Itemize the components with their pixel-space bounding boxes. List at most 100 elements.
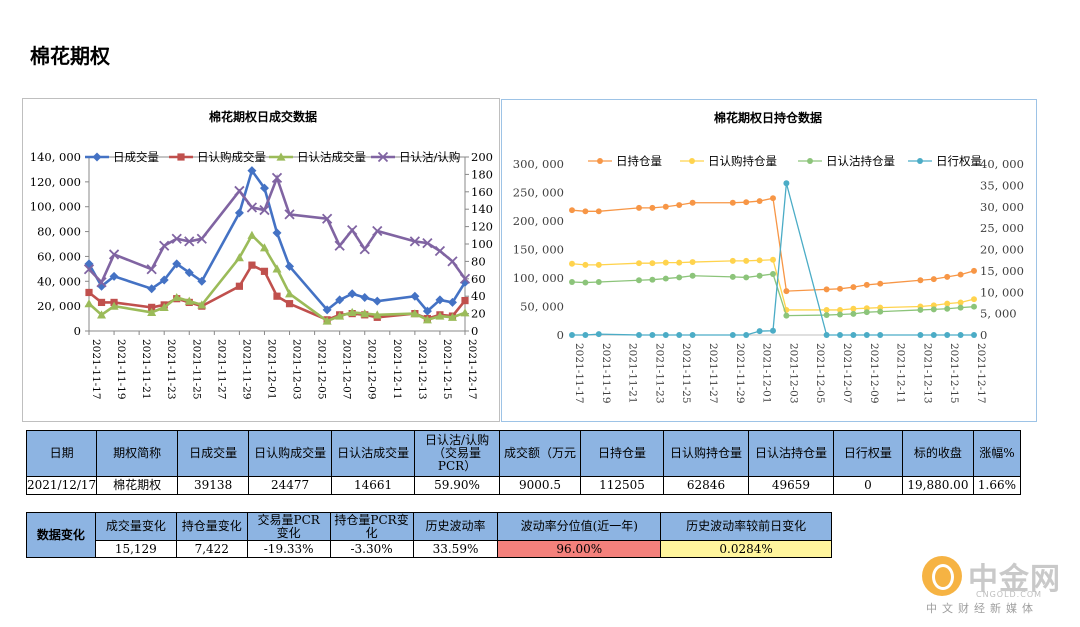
y-left-tick-label: 250, 000 xyxy=(513,186,564,200)
data-point-1 xyxy=(770,256,776,263)
data-point-2 xyxy=(729,273,736,280)
data-point-2 xyxy=(460,308,470,317)
data-point-2 xyxy=(783,312,790,319)
value-put-oi: 49659 xyxy=(747,476,834,495)
logo-brand: 中金网 xyxy=(968,562,1061,597)
logo-url: CNGOLD.COM xyxy=(976,590,1043,599)
data-point-3 xyxy=(770,327,776,334)
x-tick-label: 2021-11-17 xyxy=(573,343,585,404)
data-point-1 xyxy=(260,267,269,275)
y-right-tick-label: 0 xyxy=(471,324,478,338)
data-point-1 xyxy=(971,296,977,303)
page-title: 棉花期权 xyxy=(30,44,110,68)
value-volume-pcr: 59.90% xyxy=(414,476,501,495)
data-point-3 xyxy=(649,332,656,338)
y-right-tick-label: 60 xyxy=(471,272,486,286)
value-vol-percentile: 96.00% xyxy=(497,540,662,558)
data-point-1 xyxy=(756,257,763,264)
value-underlying-close: 19,880.00 xyxy=(901,476,974,495)
data-point-0 xyxy=(247,166,257,176)
x-tick-label: 2021-11-29 xyxy=(734,343,746,404)
data-point-0 xyxy=(877,280,884,287)
x-tick-label: 2021-12-17 xyxy=(466,339,478,400)
data-point-0 xyxy=(347,289,357,299)
data-point-3 xyxy=(96,277,107,288)
chart-title: 棉花期权日成交数据 xyxy=(209,109,317,124)
data-point-2 xyxy=(147,307,157,316)
data-point-1 xyxy=(235,282,243,290)
value-hv-change: 0.0284% xyxy=(660,540,832,558)
data-point-2 xyxy=(422,315,432,324)
data-point-2 xyxy=(877,308,884,315)
data-point-0 xyxy=(676,202,683,209)
x-tick-label: 2021-11-21 xyxy=(140,339,152,400)
plot-area-frame xyxy=(88,156,466,332)
y-right-tick-label: 40, 000 xyxy=(980,157,1024,171)
data-point-3 xyxy=(321,213,333,224)
data-point-0 xyxy=(159,275,169,285)
daily-volume-chart: 棉花期权日成交数据 0 20, 000 40, 000 60, 000 80, 000 10… xyxy=(22,98,500,422)
data-point-3 xyxy=(877,332,884,338)
x-tick-label: 2021-11-27 xyxy=(707,343,719,404)
data-point-2 xyxy=(435,311,445,320)
data-point-0 xyxy=(582,208,589,215)
y-left-tick-label: 80, 000 xyxy=(37,225,81,239)
data-point-0 xyxy=(109,271,119,281)
y-right-tick-label: 20, 000 xyxy=(980,243,1024,257)
data-point-0 xyxy=(636,204,642,211)
data-point-2 xyxy=(410,309,420,318)
data-point-1 xyxy=(97,298,106,307)
data-point-0 xyxy=(649,204,656,211)
y-left-tick-label: 0 xyxy=(557,328,564,342)
value-hist-vol: 33.59% xyxy=(412,540,499,558)
data-point-1 xyxy=(636,260,642,267)
data-point-2 xyxy=(930,306,937,313)
data-point-1 xyxy=(569,260,575,267)
value-turnover: 9000.5 xyxy=(499,476,582,495)
data-point-2 xyxy=(689,272,696,279)
data-point-3 xyxy=(347,224,358,236)
x-tick-label: 2021-11-25 xyxy=(190,339,202,400)
y-right-tick-label: 20 xyxy=(471,307,486,321)
y-right-tick-label: 140 xyxy=(471,202,493,216)
header-oi-pcr-change: 持仓量PCR变 化 xyxy=(329,512,414,541)
data-point-2 xyxy=(285,289,295,298)
data-point-2 xyxy=(662,275,669,282)
daily-summary-table: 日期 期权简称 日成交量 日认购成交量 日认沽成交量 日认沽/认购 （交易量 P… xyxy=(25,430,1022,495)
data-point-2 xyxy=(636,277,642,284)
data-point-0 xyxy=(823,286,830,293)
header-underlying-close: 标的收盘 xyxy=(901,430,974,477)
data-point-2 xyxy=(756,272,763,279)
header-put-oi: 日认沽持仓量 xyxy=(747,430,834,477)
y-left-tick-label: 120, 000 xyxy=(30,175,81,189)
y-left-tick-label: 300, 000 xyxy=(513,157,564,171)
data-point-1 xyxy=(148,303,156,311)
x-tick-label: 2021-12-09 xyxy=(366,339,378,400)
data-point-0 xyxy=(850,284,857,291)
data-change-table: 数据变化 成交量变化 持仓量变化 交易量PCR 变化 持仓量PCR变 化 历史波… xyxy=(26,512,832,558)
header-open-interest: 日持仓量 xyxy=(580,430,665,477)
y-right-tick-label: 0 xyxy=(980,328,987,342)
chart-title: 棉花期权日持仓数据 xyxy=(714,110,822,125)
data-point-3 xyxy=(159,240,170,251)
data-point-0 xyxy=(944,273,951,280)
data-point-1 xyxy=(743,257,750,264)
data-point-3 xyxy=(271,172,283,184)
header-option-name: 期权简称 xyxy=(96,430,179,477)
data-point-0 xyxy=(863,281,870,288)
x-tick-label: 2021-12-05 xyxy=(814,343,826,404)
y-right-tick-label: 35, 000 xyxy=(980,178,1024,192)
y-left-tick-label: 40, 000 xyxy=(37,274,81,288)
data-point-3 xyxy=(83,264,95,275)
y-right-tick-label: 10, 000 xyxy=(980,285,1024,299)
data-point-1 xyxy=(285,300,294,308)
x-tick-label: 2021-12-01 xyxy=(265,339,277,400)
data-point-0 xyxy=(372,296,382,306)
data-point-2 xyxy=(197,300,207,309)
value-date: 2021/12/17 xyxy=(25,476,98,495)
value-oi-pcr-change: -3.30% xyxy=(329,540,414,558)
legend-marker-1 xyxy=(177,153,185,161)
data-point-0 xyxy=(360,292,370,302)
x-tick-label: 2021-12-15 xyxy=(441,339,453,400)
data-point-0 xyxy=(322,305,332,315)
